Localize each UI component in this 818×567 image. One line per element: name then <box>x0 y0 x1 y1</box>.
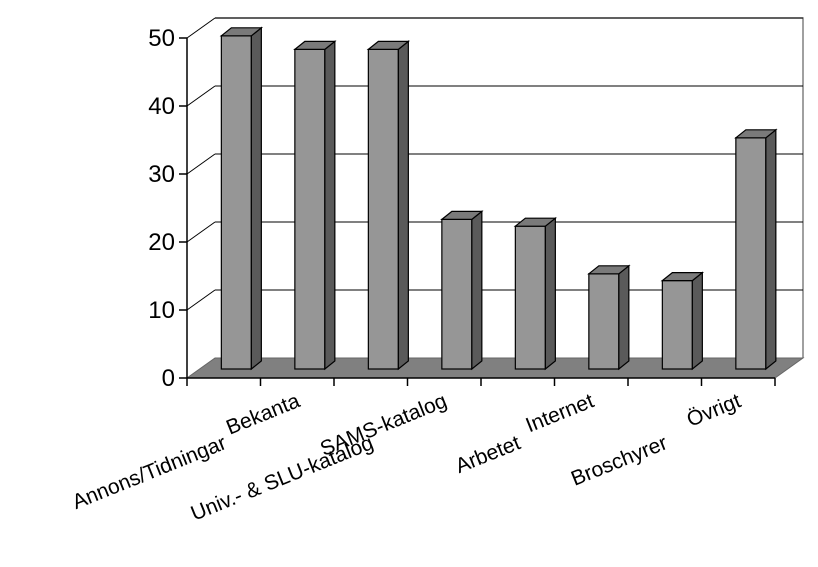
bar-front <box>735 137 767 370</box>
bar-side <box>324 40 336 371</box>
x-tick-label: Broschyrer <box>568 431 671 490</box>
y-tick-label: 20 <box>148 229 175 256</box>
bar-top <box>440 210 484 220</box>
bar-side <box>250 26 262 371</box>
chart-floor <box>185 357 805 379</box>
bar <box>219 26 264 371</box>
bar-front <box>588 273 620 370</box>
y-tick-label: 40 <box>148 93 175 120</box>
bar-top <box>660 272 705 282</box>
bar <box>513 216 558 371</box>
bar-top <box>366 40 411 50</box>
bar-top <box>587 265 631 275</box>
x-tick-label: Bekanta <box>223 389 303 439</box>
gridline-side <box>186 153 216 175</box>
x-tick-label: Internet <box>522 389 597 437</box>
y-tick-label: 10 <box>148 297 175 324</box>
gridline-side <box>186 85 216 107</box>
gridline-side <box>186 17 216 39</box>
bar-front <box>220 35 252 370</box>
bars-group <box>219 26 778 371</box>
y-tick-label: 50 <box>148 25 175 52</box>
bar <box>440 210 484 371</box>
x-tick-label: Arbetet <box>452 431 524 478</box>
bar-side <box>618 264 630 371</box>
y-tick-label: 0 <box>162 365 175 392</box>
bar-side <box>397 40 409 371</box>
y-tick-label: 30 <box>148 161 175 188</box>
bar <box>734 128 778 371</box>
bar-top <box>513 217 558 227</box>
y-tick-labels: 0 10 20 30 40 50 <box>148 25 175 392</box>
bar <box>587 264 631 371</box>
bar-side <box>691 271 703 371</box>
bar-side <box>471 210 483 371</box>
bar <box>293 40 337 371</box>
bar-front <box>514 225 546 370</box>
bar-top <box>293 40 337 50</box>
bar-top <box>219 27 264 37</box>
bar-front <box>294 48 326 370</box>
bar-top <box>734 129 778 139</box>
bar-front <box>661 280 693 370</box>
floor-plane <box>185 357 805 379</box>
axes-group <box>179 37 776 386</box>
bar <box>660 271 705 371</box>
x-tick-label: Övrigt <box>684 389 745 431</box>
x-tick-label: SAMS-katalog <box>317 389 450 461</box>
bar-front <box>367 48 399 370</box>
gridline-side <box>186 289 216 311</box>
bar-front <box>441 218 473 370</box>
bar <box>366 40 411 371</box>
bar-side <box>765 128 777 371</box>
bar-side <box>544 216 556 371</box>
gridlines <box>186 17 803 311</box>
gridline-side <box>186 221 216 243</box>
